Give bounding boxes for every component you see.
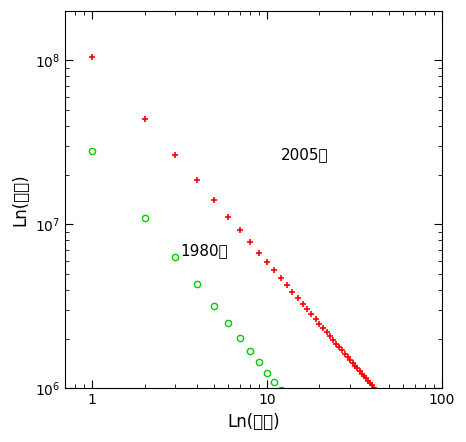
Y-axis label: Ln(規模): Ln(規模) bbox=[11, 173, 29, 226]
Text: 1980年: 1980年 bbox=[180, 243, 228, 258]
X-axis label: Ln(順位): Ln(順位) bbox=[227, 413, 280, 431]
Text: 2005年: 2005年 bbox=[281, 147, 328, 162]
